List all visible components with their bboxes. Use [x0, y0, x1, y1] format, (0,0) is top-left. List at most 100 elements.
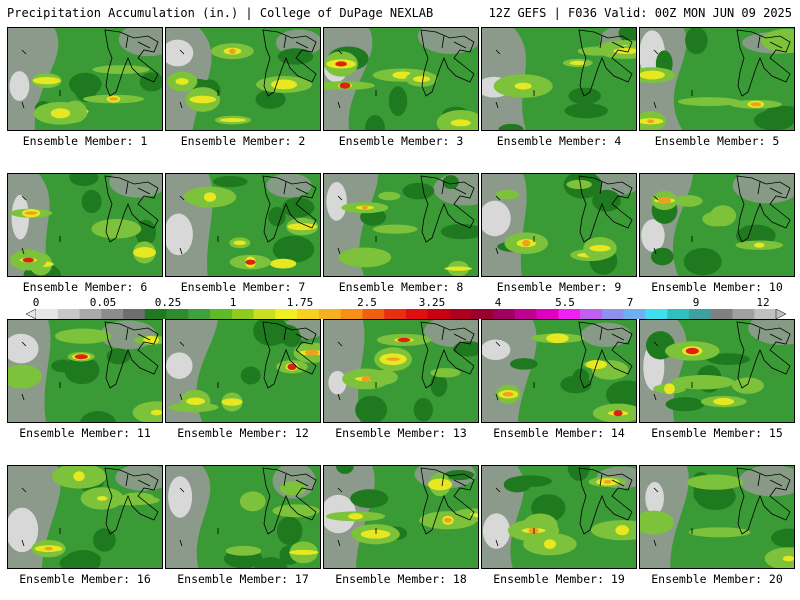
panel-label: Ensemble Member: 10 [651, 280, 783, 294]
ensemble-panel-10 [639, 173, 795, 277]
ensemble-panel-15 [639, 319, 795, 423]
precip-map [482, 466, 636, 568]
panel-label: Ensemble Member: 19 [493, 572, 625, 586]
panel-label: Ensemble Member: 20 [651, 572, 783, 586]
color-bar-tick-label: 1.75 [286, 296, 314, 309]
color-bar-segment [732, 309, 755, 319]
ensemble-panel-20 [639, 465, 795, 569]
precip-map [640, 320, 794, 422]
panel-label: Ensemble Member: 4 [496, 134, 622, 148]
color-bar-segment [710, 309, 733, 319]
precip-map [166, 28, 320, 130]
precip-map [324, 320, 478, 422]
panel-label: Ensemble Member: 6 [22, 280, 148, 294]
color-bar-segment [471, 309, 494, 319]
color-bar-tick-label: 0.25 [154, 296, 182, 309]
ensemble-panel-9 [481, 173, 637, 277]
color-bar-segment [362, 309, 385, 319]
color-bar-segment [384, 309, 407, 319]
color-bar-segment [493, 309, 516, 319]
panel-label: Ensemble Member: 2 [180, 134, 306, 148]
color-bar-segment [667, 309, 690, 319]
color-bar-segment [623, 309, 646, 319]
precip-map [8, 28, 162, 130]
panel-label: Ensemble Member: 16 [19, 572, 151, 586]
color-bar-segment [318, 309, 342, 319]
ensemble-panel-7 [165, 173, 321, 277]
color-bar-tick-label: 9 [692, 296, 700, 309]
color-bar-segment [754, 309, 777, 319]
color-bar-tick-label: 5.5 [555, 296, 575, 309]
panel-label: Ensemble Member: 8 [338, 280, 464, 294]
ensemble-panel-17 [165, 465, 321, 569]
precip-map [166, 320, 320, 422]
panel-label: Ensemble Member: 1 [22, 134, 148, 148]
color-bar-segment [36, 309, 59, 319]
ensemble-panel-2 [165, 27, 321, 131]
precip-map [324, 28, 478, 130]
panel-label: Ensemble Member: 18 [335, 572, 467, 586]
color-bar-tick-label: 3.25 [418, 296, 446, 309]
ensemble-panel-4 [481, 27, 637, 131]
precip-map [8, 320, 162, 422]
color-bar-arrow-right [775, 309, 786, 319]
precip-map [482, 28, 636, 130]
color-bar-segment [601, 309, 624, 319]
precip-map [640, 174, 794, 276]
color-bar-segment [536, 309, 559, 319]
precip-map [324, 174, 478, 276]
color-bar-segment [166, 309, 189, 319]
precip-map [166, 174, 320, 276]
color-bar-segment [231, 309, 254, 319]
precip-map [8, 174, 162, 276]
panel-label: Ensemble Member: 5 [654, 134, 780, 148]
ensemble-panel-8 [323, 173, 479, 277]
ensemble-panel-6 [7, 173, 163, 277]
ensemble-panel-18 [323, 465, 479, 569]
ensemble-panel-13 [323, 319, 479, 423]
color-bar-tick-label: 1 [229, 296, 237, 309]
color-bar-segment [580, 309, 603, 319]
color-bar-tick-label: 2.5 [357, 296, 377, 309]
color-bar-segment [210, 309, 233, 319]
color-bar-segment [558, 309, 581, 319]
color-bar-tick-label: 7 [626, 296, 634, 309]
color-bar-arrow-left [26, 309, 37, 319]
panel-label: Ensemble Member: 14 [493, 426, 625, 440]
color-bar-segment [144, 309, 167, 319]
color-bar-tick-label: 0.05 [89, 296, 117, 309]
precip-map [324, 466, 478, 568]
panel-label: Ensemble Member: 7 [180, 280, 306, 294]
panel-label: Ensemble Member: 12 [177, 426, 309, 440]
color-bar-tick-label: 4 [494, 296, 502, 309]
color-bar-segment [514, 309, 537, 319]
color-bar-segment [688, 309, 712, 319]
ensemble-panel-16 [7, 465, 163, 569]
ensemble-panel-1 [7, 27, 163, 131]
color-bar-segment [188, 309, 211, 319]
color-bar-scale [26, 309, 786, 319]
panel-label: Ensemble Member: 3 [338, 134, 464, 148]
precip-map [640, 28, 794, 130]
color-bar-segment [123, 309, 146, 319]
color-bar-segment [340, 309, 363, 319]
color-bar-segment [79, 309, 102, 319]
model-run-info: 12Z GEFS | F036 Valid: 00Z MON JUN 09 20… [488, 6, 792, 20]
precip-map [482, 320, 636, 422]
color-bar-segment [101, 309, 124, 319]
precip-map [166, 466, 320, 568]
chart-title: Precipitation Accumulation (in.) | Colle… [7, 6, 434, 20]
color-bar-segment [253, 309, 276, 319]
color-bar-segment [427, 309, 450, 319]
color-bar-tick-label: 12 [756, 296, 770, 309]
color-bar-segment [406, 309, 429, 319]
precip-map [482, 174, 636, 276]
color-bar-segment [57, 309, 80, 319]
panel-label: Ensemble Member: 13 [335, 426, 467, 440]
color-bar-tick-label: 0 [32, 296, 40, 309]
ensemble-panel-19 [481, 465, 637, 569]
precip-map [8, 466, 162, 568]
ensemble-panel-11 [7, 319, 163, 423]
panel-label: Ensemble Member: 15 [651, 426, 783, 440]
panel-label: Ensemble Member: 17 [177, 572, 309, 586]
